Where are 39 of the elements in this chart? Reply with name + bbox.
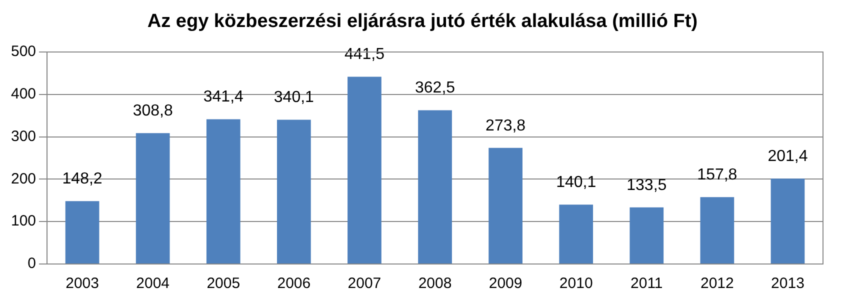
bar [559,204,594,264]
data-label: 201,4 [768,148,808,166]
x-tick-label: 2013 [771,275,804,292]
data-label: 341,4 [203,88,244,106]
data-label: 133,5 [626,176,667,194]
data-label: 362,5 [414,80,456,97]
bar [136,133,170,264]
data-label: 157,8 [697,166,738,184]
bar [348,76,382,264]
data-label: 308,8 [132,102,173,120]
bar [65,201,100,264]
y-tick-label: 400 [10,86,36,103]
bar [630,207,664,264]
x-tick-label: 2004 [136,275,170,292]
x-tick-label: 2012 [700,275,734,292]
y-tick-label: 300 [10,128,36,145]
x-tick-label: 2005 [206,275,240,292]
bar [206,119,240,264]
chart-title: Az egy közbeszerzési eljárásra jutó érték alakulása (millió Ft) [146,10,699,34]
x-tick-label: 2011 [630,275,663,292]
y-tick-label: 200 [10,170,36,188]
bar [700,197,734,264]
bar [488,148,522,264]
data-label: 148,2 [62,170,102,188]
y-tick-label: 500 [10,43,36,60]
x-tick-label: 2006 [277,275,311,292]
data-label: 140,1 [556,174,596,192]
bar [770,178,805,264]
x-tick-label: 2010 [559,275,593,292]
y-tick-label: 0 [28,255,36,272]
bar [418,110,452,264]
x-tick-label: 2003 [66,275,99,292]
data-label: 340,1 [274,89,314,106]
y-tick-label: 100 [10,212,36,230]
x-tick-label: 2008 [418,275,452,292]
x-tick-label: 2009 [488,275,522,292]
data-label: 273,8 [486,117,526,134]
bar [276,120,311,264]
x-tick-label: 2007 [348,275,382,292]
